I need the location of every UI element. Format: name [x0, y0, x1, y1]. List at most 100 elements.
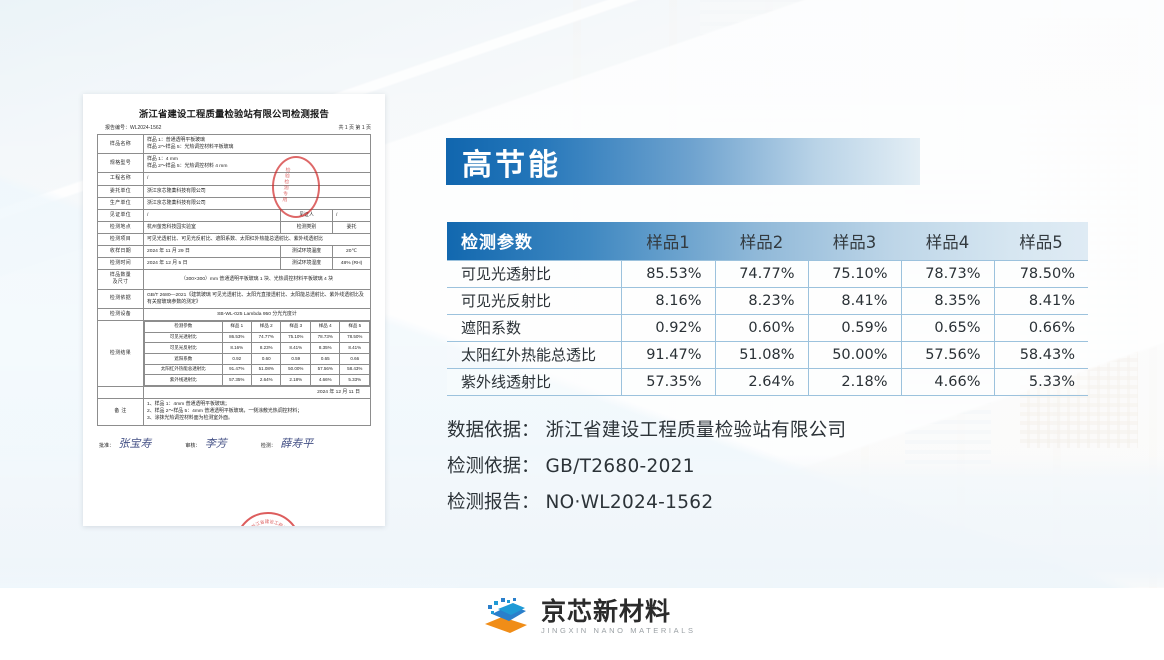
result-param: 遮阳系数	[144, 352, 223, 365]
field-value: 浙江京芯隆薬科技有限公司	[143, 184, 371, 198]
cell-value: 0.65%	[900, 314, 994, 342]
row-parameter-name: 可见光透射比	[447, 259, 621, 288]
result-value: 0.65	[309, 352, 341, 365]
result-value: 51.08%	[250, 363, 282, 376]
banner-title: 高节能	[462, 147, 561, 183]
header-sample-5: 样品5	[1019, 232, 1063, 252]
items-label: 检测项目	[97, 232, 144, 247]
row-parameter-name: 紫外线透射比	[447, 368, 621, 396]
background-tower-left	[700, 0, 850, 250]
pair-label-2: 检测类别	[280, 220, 333, 234]
report-result-body: 检测参数 样品 1 样品 2 样品 3 样品 4 样品 5 可见光透射比 86.	[144, 320, 370, 387]
result-value: 91.47%	[221, 363, 252, 376]
cell-value: 8.23%	[714, 287, 808, 315]
pair-label-1: 见证单位	[97, 208, 144, 222]
date-value-2: 20℃	[332, 245, 371, 259]
header-sample-2: 样品2	[739, 232, 784, 252]
field-label: 规格型号	[97, 153, 144, 174]
cell-value: 57.56%	[900, 341, 994, 369]
result-row: 可见光透射比 86.53% 74.77% 75.10% 78.73% 78.50…	[144, 331, 370, 344]
cell-value: 50.00%	[807, 341, 901, 369]
report-info-table: 样品名称 样品 1：普通透明平板玻璃 样品 2～样品 5：光热调控材料平板玻璃 …	[97, 133, 371, 426]
note-value: GB/T2680-2021	[545, 456, 695, 478]
cell-value: 2.18%	[807, 368, 901, 396]
field-label: 生产单位	[97, 196, 144, 210]
report-remark-row: 备 注 1、样品 1：4mm 普通透明平板玻璃； 2、样品 2～样品 5：4mm…	[97, 398, 371, 426]
signature-value: 李芳	[204, 436, 227, 450]
report-page-info: 共 1 页 第 1 页	[338, 125, 371, 131]
company-logo: 京芯新材料 JINGXIN NANO MATERIALS	[480, 597, 696, 637]
note-key: 检测报告：	[447, 492, 540, 514]
table-row: 太阳红外热能总透比 91.47% 51.08% 50.00% 57.56% 58…	[447, 341, 1088, 369]
report-field-row: 工程名称 /	[97, 172, 371, 186]
note-key: 检测依据：	[447, 456, 540, 478]
header-parameter: 检测参数	[461, 233, 533, 254]
device-label: 检测设备	[97, 307, 144, 321]
report-signature-area: 批准： 张宝寿 审核： 李芳 检测： 薛寿平	[83, 426, 385, 451]
result-row: 可见光反射比 8.16% 8.23% 8.41% 8.35% 8.41%	[144, 342, 370, 354]
date-value-1: 2024 年 11 月 29 日	[143, 245, 281, 259]
result-value: 8.16%	[221, 342, 252, 354]
field-value: /	[143, 172, 371, 186]
cell-value: 2.64%	[714, 368, 808, 396]
result-value: 0.92	[221, 352, 252, 365]
row-parameter-name: 可见光反射比	[447, 287, 621, 315]
basis-value: GB/T 2680—2021《建筑玻璃 可见光透射比、太阳光直接透射比、太阳能总…	[143, 288, 371, 309]
issue-date: 2024 年 12 月 11 日	[143, 386, 371, 400]
cell-value: 0.92%	[620, 314, 715, 342]
date-label-1: 检测时间	[97, 257, 144, 271]
cell-value: 4.66%	[900, 368, 994, 396]
result-label: 检测结果	[97, 319, 144, 388]
cell-value: 57.35%	[620, 368, 715, 396]
data-table-body: 可见光透射比 85.53% 74.77% 75.10% 78.73% 78.50…	[447, 259, 1088, 396]
result-value: 0.66	[339, 352, 370, 365]
header-sample-4: 样品4	[925, 232, 970, 252]
signature-label: 批准：	[99, 442, 115, 449]
cell-value: 8.35%	[900, 287, 994, 315]
report-field-row: 规格型号 样品 1：4 mm 样品 2～样品 5：光热调控材料 4 mm	[97, 153, 371, 174]
report-issue-row: 2024 年 12 月 11 日	[97, 386, 371, 400]
qty-value: （300×300）mm 普通透明平板玻璃 1 块、光热调控材料平板玻璃 4 块	[143, 269, 371, 290]
table-row: 可见光透射比 85.53% 74.77% 75.10% 78.73% 78.50…	[447, 259, 1088, 288]
result-value: 86.53%	[221, 331, 252, 344]
logo-mark-icon	[480, 597, 532, 637]
result-value: 58.43%	[339, 363, 370, 376]
pair-label-1: 检测地点	[97, 220, 144, 234]
cell-value: 91.47%	[620, 341, 715, 369]
cell-value: 8.16%	[620, 287, 715, 315]
result-value: 5.33%	[339, 374, 370, 387]
field-label: 委托单位	[97, 184, 144, 198]
logo-parallelogram-icon	[485, 598, 527, 633]
note-value: NO·WL2024-1562	[545, 492, 714, 514]
logo-name-cn: 京芯新材料	[541, 597, 672, 627]
signature-label: 审核：	[185, 442, 201, 449]
field-value-line2: 样品 2～样品 5：光热调控材料平板玻璃	[147, 145, 234, 151]
field-value: 样品 1：4 mm 样品 2～样品 5：光热调控材料 4 mm	[143, 153, 371, 174]
report-qty-row: 样品数量 及尺寸 （300×300）mm 普通透明平板玻璃 1 块、光热调控材料平…	[97, 269, 371, 290]
pair-value-1: 杭州萤宽科技园实验室	[143, 220, 281, 234]
cell-value: 0.59%	[807, 314, 901, 342]
result-value: 50.00%	[280, 363, 311, 376]
table-row: 可见光反射比 8.16% 8.23% 8.41% 8.35% 8.41%	[447, 287, 1088, 315]
footer-band	[0, 588, 1164, 660]
result-param: 可见光反射比	[144, 342, 223, 354]
result-header-s4: 样品 4	[309, 320, 341, 333]
report-title: 浙江省建设工程质量检验站有限公司检测报告	[139, 109, 329, 120]
result-value: 57.56%	[309, 363, 341, 376]
report-info-body: 样品名称 样品 1：普通透明平板玻璃 样品 2～样品 5：光热调控材料平板玻璃 …	[97, 133, 371, 426]
result-value: 0.59	[280, 352, 311, 365]
result-param: 太阳红外热能总透射比	[144, 363, 223, 376]
result-value: 2.18%	[280, 374, 311, 387]
basis-label: 检测依据	[97, 288, 144, 309]
row-parameter-name: 遮阳系数	[447, 314, 621, 342]
cell-value: 0.60%	[714, 314, 808, 342]
performance-data-table: 检测参数 样品1 样品2 样品3 样品4 样品5 可见光透射比 85.53% 7…	[447, 222, 1088, 396]
result-row: 太阳红外热能总透射比 91.47% 51.08% 50.00% 57.56% 5…	[144, 363, 370, 376]
result-value: 78.73%	[309, 331, 341, 344]
report-device-row: 检测设备 SB-WL-025 Lambda 950 分光光度计	[97, 307, 371, 321]
result-param: 可见光透射比	[144, 331, 223, 344]
report-pair-row: 见证单位 / 见证人 /	[97, 208, 371, 222]
signature-group-approve: 批准： 张宝寿	[99, 435, 151, 451]
field-value: 浙江京芯隆薬科技有限公司	[143, 196, 371, 210]
